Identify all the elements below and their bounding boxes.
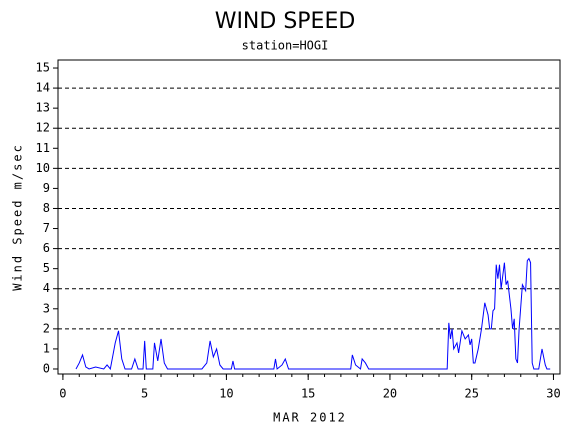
y-axis-label: Wind Speed m/sec [11,143,25,291]
y-tick-label: 12 [36,121,50,135]
y-tick-label: 8 [43,201,50,215]
x-tick-label: 25 [464,387,478,401]
x-tick-label: 5 [141,387,148,401]
plot-frame [57,59,561,375]
y-tick-label: 14 [36,81,50,95]
y-tick-label: 13 [36,101,50,115]
y-tick-label: 1 [43,341,50,355]
y-tick-label: 7 [43,221,50,235]
x-tick-label: 15 [301,387,315,401]
x-tick-label: 30 [546,387,560,401]
x-tick-label: 20 [383,387,397,401]
data-line [75,257,551,371]
y-tick-label: 6 [43,241,50,255]
y-tick-label: 0 [43,361,50,375]
x-tick-label: 0 [59,387,66,401]
x-axis-label: MAR 2012 [273,411,347,425]
x-tick-label: 10 [219,387,233,401]
chart-subtitle: station=HOGI [242,39,329,53]
chart-title: WIND SPEED [215,9,356,34]
y-tick-label: 15 [36,61,50,75]
y-tick-label: 5 [43,261,50,275]
y-tick-label: 10 [36,161,50,175]
y-tick-label: 4 [43,281,50,295]
y-tick-label: 11 [36,141,50,155]
y-tick-label: 9 [43,181,50,195]
y-tick-label: 3 [43,301,50,315]
y-tick-label: 2 [43,321,50,335]
